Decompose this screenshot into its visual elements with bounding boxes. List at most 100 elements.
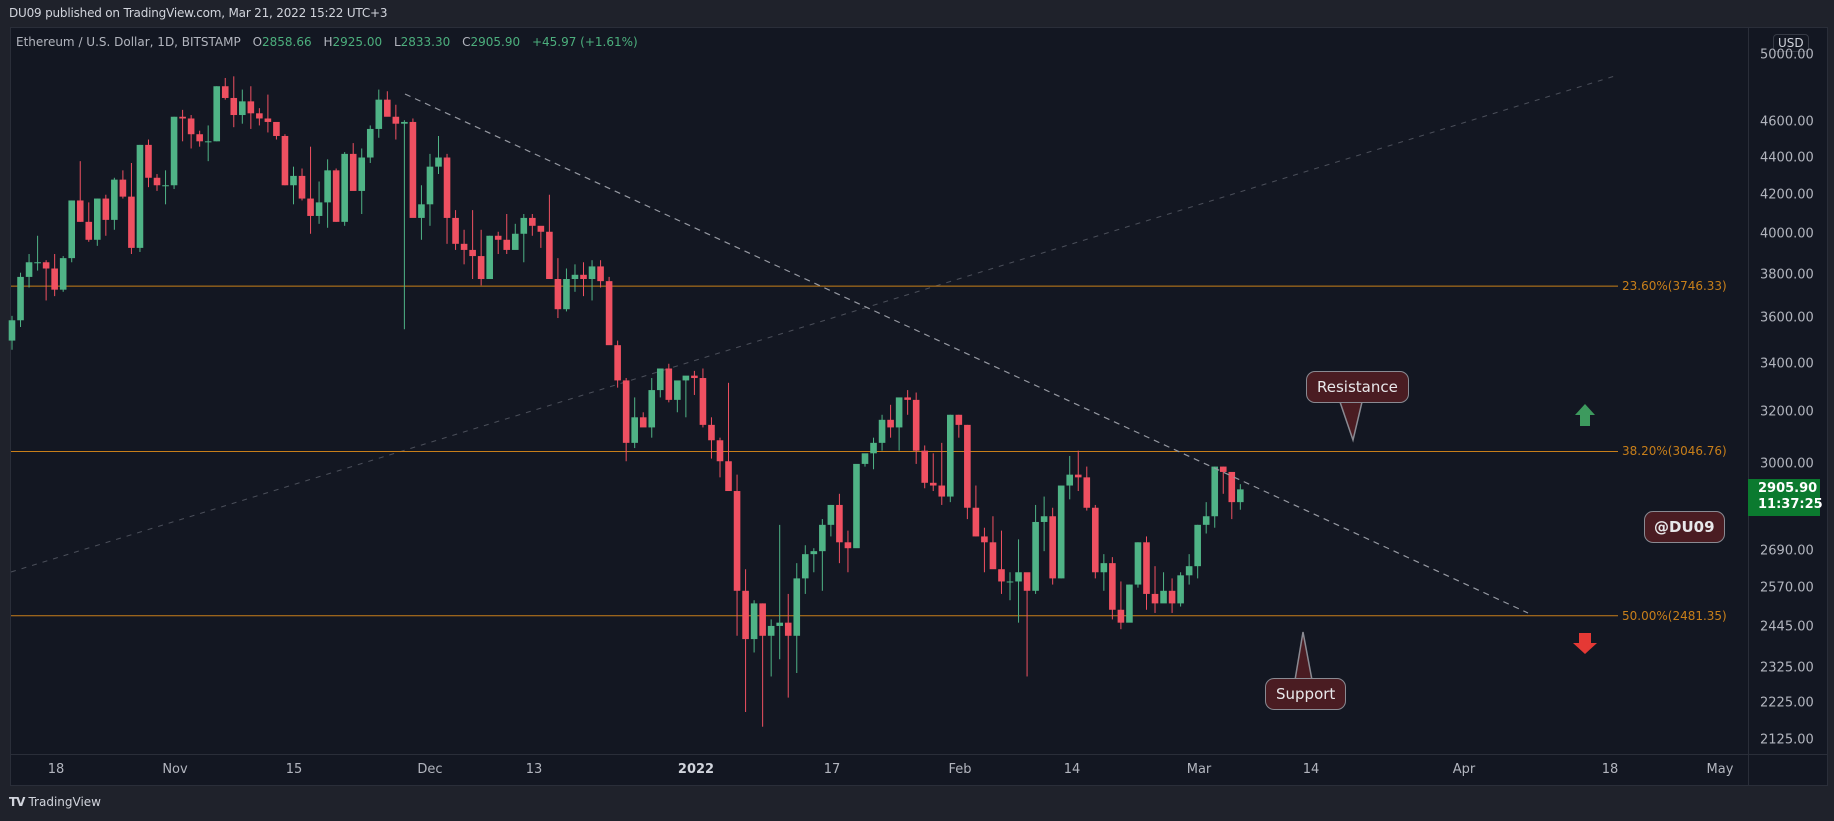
candle-body	[912, 399, 920, 451]
change-value: +45.97 (+1.61%)	[531, 35, 638, 49]
candle-body	[836, 504, 843, 543]
time-tick: May	[1706, 762, 1734, 777]
candle-body	[639, 417, 647, 428]
candle-body	[503, 239, 511, 250]
fib-label-50: 50.00%(2481.35)	[1622, 609, 1727, 623]
candle-body	[1211, 466, 1219, 517]
down-arrow-icon	[1573, 633, 1597, 654]
descending-trendline	[404, 93, 1529, 614]
candle-body	[494, 235, 502, 240]
candle-body	[1057, 485, 1065, 579]
candle-body	[102, 198, 110, 220]
candle-body	[452, 217, 459, 244]
candle-body	[17, 276, 24, 321]
author-watermark[interactable]: @DU09	[1644, 511, 1725, 543]
candle-body	[1143, 542, 1150, 594]
symbol-title: Ethereum / U.S. Dollar, 1D, BITSTAMP	[16, 35, 241, 49]
candle-body	[59, 258, 67, 290]
candle-body	[315, 202, 323, 216]
price-tick: 3000.00	[1760, 456, 1814, 472]
candle-body	[605, 281, 613, 346]
price-tick: 2325.00	[1760, 660, 1814, 676]
candle-body	[648, 390, 656, 428]
candle-body	[128, 196, 135, 248]
candle-body	[324, 170, 331, 203]
candle-body	[1134, 542, 1142, 585]
candle-body	[136, 144, 144, 248]
tradingview-logo[interactable]: TV TradingView	[9, 795, 101, 809]
candle-body	[870, 442, 877, 454]
price-tick: 3400.00	[1760, 356, 1814, 372]
price-tick: 4200.00	[1760, 187, 1814, 203]
candle-body	[469, 249, 476, 257]
candle-body	[776, 622, 783, 626]
candle-body	[597, 266, 604, 282]
candle-body	[699, 378, 707, 425]
candle-body	[384, 99, 391, 117]
candle-body	[179, 116, 186, 119]
candle-body	[204, 141, 212, 143]
candle-body	[716, 440, 724, 462]
candle-body	[1126, 584, 1133, 623]
time-tick: 13	[525, 762, 543, 777]
candle-body	[375, 99, 383, 129]
price-tick: 3600.00	[1760, 310, 1814, 326]
candle-body	[1237, 489, 1244, 503]
price-tick: 2570.00	[1760, 580, 1814, 596]
resistance-callout[interactable]: Resistance	[1306, 371, 1409, 403]
candle-body	[1092, 507, 1099, 573]
symbol-legend: Ethereum / U.S. Dollar, 1D, BITSTAMP O28…	[16, 35, 638, 49]
candle-body	[1151, 593, 1159, 604]
ascending-trendline	[10, 74, 1619, 573]
candle-body	[170, 116, 178, 186]
candle-body	[784, 622, 792, 636]
time-tick: 14	[1063, 762, 1081, 777]
tradingview-brand: TradingView	[28, 795, 101, 809]
price-tick: 3200.00	[1760, 404, 1814, 420]
support-pointer	[1294, 631, 1313, 681]
candle-body	[742, 590, 749, 640]
candle-body	[256, 113, 263, 119]
candle-body	[563, 279, 570, 310]
candle-body	[247, 101, 255, 114]
candle-body	[1219, 466, 1227, 472]
price-tick: 2125.00	[1760, 732, 1814, 748]
candle-body	[1049, 516, 1056, 579]
candle-body	[759, 603, 766, 636]
candle-body	[68, 200, 76, 259]
candle-body	[307, 198, 314, 216]
support-callout[interactable]: Support	[1265, 678, 1347, 710]
price-tick: 2690.00	[1760, 543, 1814, 559]
candle-body	[571, 274, 579, 280]
candle-body	[810, 551, 818, 555]
candle-body	[213, 86, 221, 142]
candle-body	[435, 157, 442, 167]
candle-body	[708, 424, 715, 441]
candle-body	[1074, 474, 1082, 478]
candle-body	[85, 221, 93, 240]
tradingview-logo-icon: TV	[9, 795, 26, 809]
candle-body	[793, 578, 801, 636]
currency-badge[interactable]: USD	[1773, 34, 1809, 52]
time-axis-divider	[10, 754, 1828, 755]
candle-body	[938, 485, 946, 497]
candle-body	[580, 274, 587, 280]
candle-body	[537, 225, 545, 232]
candle-body	[631, 417, 638, 443]
candle-body	[989, 542, 997, 570]
candle-body	[51, 268, 58, 290]
time-tick: 15	[285, 762, 303, 777]
candle-body	[1168, 590, 1176, 604]
time-tick: Feb	[948, 762, 972, 777]
price-tick: 2225.00	[1760, 695, 1814, 711]
candle-body	[819, 524, 826, 552]
candle-body	[725, 461, 732, 492]
candle-body	[119, 179, 127, 197]
candle-body	[904, 397, 911, 400]
candle-body	[887, 419, 894, 428]
candle-body	[392, 116, 400, 124]
time-tick: Apr	[1452, 762, 1476, 777]
candle-body	[460, 243, 468, 250]
candle-body	[1202, 516, 1210, 525]
